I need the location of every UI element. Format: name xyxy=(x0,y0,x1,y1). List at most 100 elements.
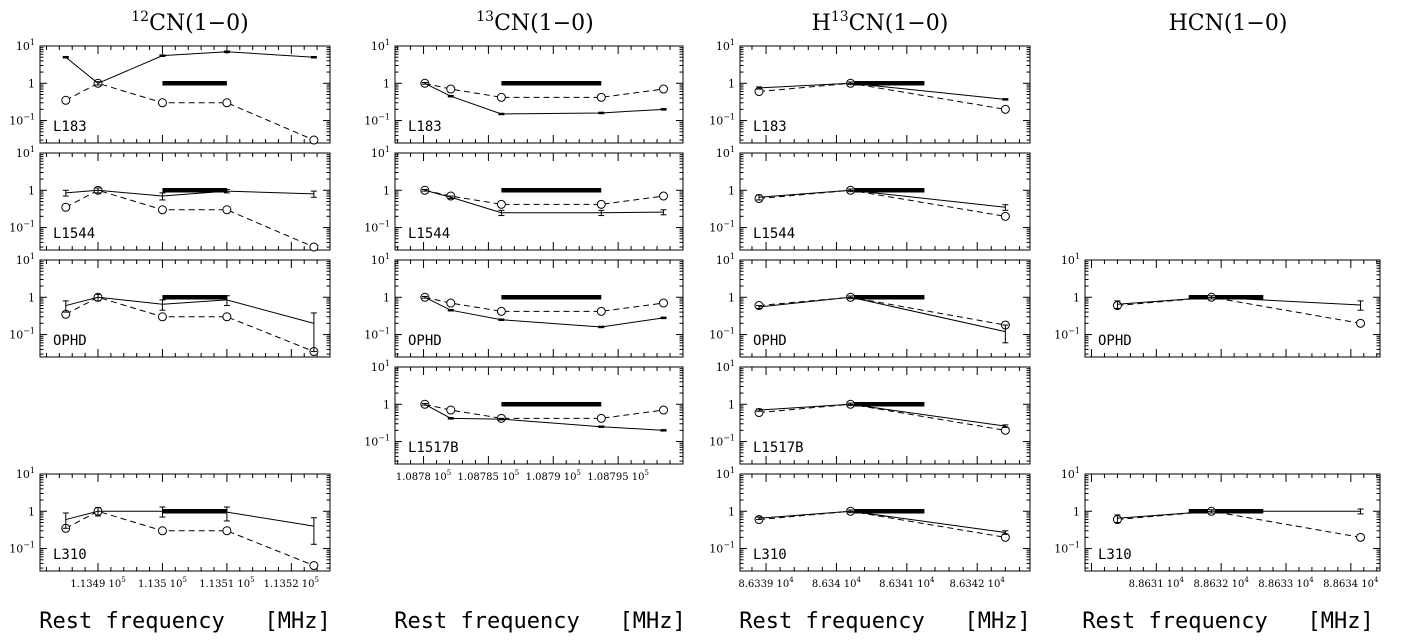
y-tick-label: 101 xyxy=(716,252,735,267)
source-label: OPHD xyxy=(1098,333,1132,349)
panel-0-l310: 101 1 10−1 1.1349 105 1.135 105 1.1351 105 1.1… xyxy=(9,466,331,590)
column-title-h13cn-pre: H xyxy=(812,11,831,36)
model-point xyxy=(309,561,319,571)
model-point xyxy=(61,202,71,212)
y-tick-label: 101 xyxy=(1061,252,1080,267)
y-tick-label: 1 xyxy=(728,77,735,90)
model-point xyxy=(157,98,167,108)
y-tick-label: 1 xyxy=(728,505,735,518)
y-tick-label: 10−1 xyxy=(1054,327,1080,342)
panel-3-l310: 101 1 10−1 8.8631 104 8.8632 104 8.8633 104 8.… xyxy=(1054,466,1381,590)
panel-1-ophd: 101 1 10−1 OPHD xyxy=(364,252,684,358)
observed-line xyxy=(424,403,664,431)
source-label: L183 xyxy=(753,119,787,135)
x-tick-label: 1.135 105 xyxy=(138,576,187,590)
panel-2-ophd: 101 1 10−1 OPHD xyxy=(709,252,1031,358)
panel-0-l1544: 101 1 10−1 L1544 xyxy=(9,145,331,252)
observed-line xyxy=(65,296,315,324)
observed-line xyxy=(424,189,664,214)
model-point xyxy=(596,92,606,102)
x-tick-label: 1.1351 105 xyxy=(199,576,254,590)
y-tick-label: 101 xyxy=(16,38,35,53)
y-tick-label: 101 xyxy=(16,145,35,160)
x-tick-label: 8.8634 104 xyxy=(1323,576,1379,590)
observed-line xyxy=(424,82,664,115)
model-point xyxy=(309,135,319,145)
y-tick-label: 101 xyxy=(716,145,735,160)
y-tick-label: 10−1 xyxy=(364,113,390,128)
model-line xyxy=(65,510,315,567)
y-tick-label: 10−1 xyxy=(1054,541,1080,556)
y-tick-label: 1 xyxy=(728,398,735,411)
y-tick-label: 101 xyxy=(16,466,35,481)
y-tick-label: 101 xyxy=(716,359,735,374)
model-point xyxy=(1000,211,1010,221)
x-tick-label: 1.1349 105 xyxy=(70,576,125,590)
panel-2-l1544: 101 1 10−1 L1544 xyxy=(709,145,1031,251)
x-tick-label: 8.8632 104 xyxy=(1193,576,1249,590)
model-point xyxy=(61,95,71,105)
y-tick-label: 10−1 xyxy=(364,220,390,235)
panel-1-l183: 101 1 10−1 L183 xyxy=(364,38,684,144)
source-label: L1544 xyxy=(408,226,450,242)
observed-line xyxy=(758,82,1006,100)
model-point xyxy=(157,526,167,536)
column-title-h13cn: H13CN(1−0) xyxy=(812,9,949,36)
model-point xyxy=(596,199,606,209)
y-tick-label: 1 xyxy=(728,184,735,197)
panel-2-l1517b: 101 1 10−1 L1517B xyxy=(709,359,1031,465)
observed-line xyxy=(1117,296,1361,306)
y-tick-label: 1 xyxy=(1073,505,1080,518)
model-point xyxy=(309,242,319,252)
x-tick-label: 1.0879 105 xyxy=(526,469,581,483)
model-line xyxy=(758,296,1006,326)
x-tick-label: 1.08795 105 xyxy=(587,469,649,483)
observed-line xyxy=(758,403,1006,427)
column-title-hcn: HCN(1−0) xyxy=(1169,11,1288,36)
source-label: L310 xyxy=(753,547,787,563)
panel-2-l310: 101 1 10−1 8.6339 104 8.634 104 8.6341 104 8.6… xyxy=(709,466,1031,590)
column-title-13cn: 13CN(1−0) xyxy=(476,9,594,36)
model-point xyxy=(596,413,606,423)
column-title-12cn-main: CN(1−0) xyxy=(149,11,249,36)
x-tick-label: 1.08785 105 xyxy=(458,469,520,483)
y-tick-label: 101 xyxy=(16,252,35,267)
source-label: OPHD xyxy=(753,333,787,349)
panel-1-l1517b: 101 1 10−1 1.0878 105 1.08785 105 1.0879 105 1… xyxy=(364,359,684,483)
y-tick-label: 101 xyxy=(1061,466,1080,481)
y-tick-label: 101 xyxy=(371,38,390,53)
model-line xyxy=(65,82,315,141)
column-title-12cn: 12CN(1−0) xyxy=(131,9,249,36)
x-axis-label-col2: Rest frequency [MHz] xyxy=(394,609,685,634)
model-point xyxy=(222,205,232,215)
model-point xyxy=(446,405,456,415)
y-tick-label: 1 xyxy=(28,291,35,304)
source-label: L1544 xyxy=(753,226,795,242)
y-tick-label: 1 xyxy=(1073,291,1080,304)
model-point xyxy=(659,405,669,415)
y-tick-label: 1 xyxy=(28,184,35,197)
model-point xyxy=(157,312,167,322)
y-tick-label: 10−1 xyxy=(709,327,735,342)
panels: 101110−1L183101110−1L1544101110−1OPHD101… xyxy=(9,38,1381,590)
y-tick-label: 101 xyxy=(371,145,390,160)
observed-line xyxy=(758,189,1006,208)
y-tick-label: 10−1 xyxy=(709,220,735,235)
model-point xyxy=(1000,104,1010,114)
source-label: OPHD xyxy=(408,333,442,349)
observed-line xyxy=(758,296,1006,333)
x-axis-label-col3: Rest frequency [MHz] xyxy=(739,609,1030,634)
x-tick-label: 1.1352 105 xyxy=(264,576,319,590)
column-title-h13cn-main: CN(1−0) xyxy=(849,11,949,36)
x-tick-label: 8.6339 104 xyxy=(738,576,794,590)
model-point xyxy=(1356,532,1366,542)
model-point xyxy=(659,298,669,308)
y-tick-label: 1 xyxy=(383,184,390,197)
source-label: L183 xyxy=(53,119,87,135)
y-tick-label: 1 xyxy=(383,291,390,304)
x-axis-label-col1: Rest frequency [MHz] xyxy=(39,609,330,634)
observed-line xyxy=(65,51,314,84)
column-title-h13cn-iso: 13 xyxy=(831,9,849,25)
y-tick-label: 101 xyxy=(371,252,390,267)
